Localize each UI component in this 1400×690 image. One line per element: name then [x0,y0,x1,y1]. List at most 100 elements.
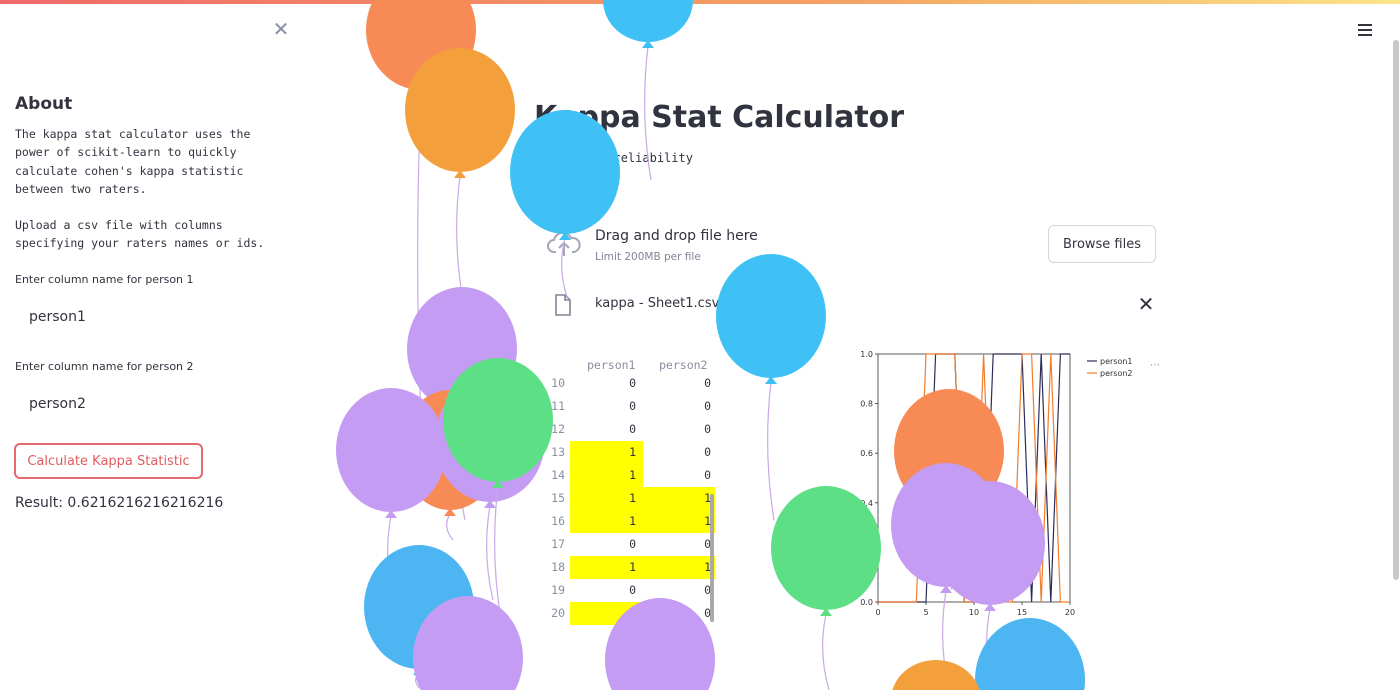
balloon [400,390,500,541]
cell-person2[interactable]: 0 [704,537,711,551]
y-tick-label: 0.0 [860,598,873,607]
table-row[interactable]: 19 0 0 [535,579,715,602]
file-name: kappa - Sheet1.csv [595,296,720,311]
cell-person1[interactable]: 1 [570,487,643,510]
balloon [336,388,446,601]
x-tick-label: 5 [923,608,928,617]
legend-label-person1: person1 [1100,357,1133,366]
file-dropzone[interactable]: Drag and drop file here Limit 200MB per … [535,214,1165,276]
cell-person1[interactable]: 1 [570,602,643,625]
cell-person1[interactable]: 1 [570,556,643,579]
legend-label-person2: person2 [1100,369,1133,378]
about-text: The kappa stat calculator uses the power… [15,125,290,253]
hamburger-menu-icon[interactable] [1358,22,1376,38]
browse-files-button[interactable]: Browse files [1048,225,1156,263]
sidebar-close-icon[interactable]: ✕ [272,17,290,41]
cell-person2[interactable]: 1 [643,487,715,510]
cell-person2[interactable]: 0 [704,583,711,597]
y-tick-label: 0.4 [860,499,873,508]
cell-person1[interactable]: 1 [570,510,643,533]
row-index: 12 [551,422,565,436]
cell-person2[interactable]: 0 [704,445,711,459]
top-decoration-bar [0,0,1400,4]
dropzone-limit: Limit 200MB per file [595,251,701,263]
table-row[interactable]: 18 1 1 [535,556,715,579]
cell-person1[interactable]: 0 [629,399,636,413]
balloon [435,378,545,601]
table-row[interactable]: 11 0 0 [535,395,715,418]
row-index: 19 [551,583,565,597]
table-row[interactable]: 20 1 0 [535,602,715,625]
cell-person2[interactable]: 0 [704,376,711,390]
cell-person2[interactable]: 1 [643,510,715,533]
about-paragraph-2: Upload a csv file with columns specifyin… [15,218,265,251]
row-index: 16 [551,514,565,528]
result-text: Result: 0.6216216216216216 [15,495,224,511]
line-chart: 0 5 10 15 20 0.0 0.2 0.4 0.6 0.8 1.0 person1 person2… [860,350,1160,617]
series-line-person1 [878,353,1070,603]
balloon [975,618,1085,690]
cell-person2[interactable]: 0 [704,468,711,482]
table-row[interactable]: 14 1 0 [535,464,715,487]
row-index: 15 [551,491,565,505]
page-scrollbar[interactable] [1393,40,1399,580]
row-index: 13 [551,445,565,459]
table-row[interactable]: 17 0 0 [535,533,715,556]
x-tick-label: 20 [1065,608,1075,617]
table-row[interactable]: 13 1 0 [535,441,715,464]
column-header-person2[interactable]: person2 [659,358,708,372]
table-row[interactable]: 16 1 1 [535,510,715,533]
cell-person2[interactable]: 0 [704,606,711,620]
y-tick-label: 0.2 [860,548,873,557]
table-row[interactable]: 12 0 0 [535,418,715,441]
cell-person1[interactable]: 0 [629,422,636,436]
table-scrollbar[interactable] [710,494,714,622]
y-tick-label: 0.8 [860,400,873,409]
column-header-person1[interactable]: person1 [587,358,636,372]
y-tick-label: 0.6 [860,449,873,458]
person1-label: Enter column name for person 1 [15,273,194,286]
row-index: 20 [551,606,565,620]
cloud-upload-icon [547,231,581,256]
cell-person2[interactable]: 0 [704,399,711,413]
dataframe-table[interactable]: person1 person2 10 0 0 11 0 0 12 0 0 13 1 0 14 1 0 15 1 1… [535,354,715,626]
row-index: 11 [551,399,565,413]
cell-person1[interactable]: 0 [629,583,636,597]
chart-more-icon: ⋯ [1150,360,1160,371]
page-subtitle: interrater reliability [534,151,693,165]
person2-label: Enter column name for person 2 [15,360,194,373]
balloon [407,287,517,521]
dropzone-title: Drag and drop file here [595,228,758,244]
y-tick-label: 1.0 [860,350,873,359]
cell-person1[interactable]: 1 [570,464,643,487]
person2-input[interactable] [15,385,290,423]
cell-person2[interactable]: 0 [704,422,711,436]
chart-plot-area [877,353,1071,603]
calculate-kappa-button[interactable]: Calculate Kappa Statistic [14,443,203,479]
table-row[interactable]: 10 0 0 [535,372,715,395]
balloon [413,596,523,690]
row-index: 18 [551,560,565,574]
balloon [892,660,980,690]
table-header: person1 person2 [535,354,715,376]
remove-file-close-icon[interactable]: ✕ [1137,292,1155,316]
about-paragraph-1: The kappa stat calculator uses the power… [15,127,251,196]
row-index: 17 [551,537,565,551]
balloon [364,545,474,690]
file-icon [555,294,571,316]
cell-person1[interactable]: 1 [570,441,643,464]
x-tick-label: 0 [875,608,880,617]
about-title: About [15,94,73,114]
series-line-person2 [878,353,1070,603]
row-index: 10 [551,376,565,390]
cell-person2[interactable]: 1 [643,556,715,579]
x-tick-label: 15 [1017,608,1027,617]
cell-person1[interactable]: 0 [629,376,636,390]
row-index: 14 [551,468,565,482]
person1-input[interactable] [15,298,290,336]
balloon [366,0,476,481]
uploaded-file: kappa - Sheet1.csv ✕ [535,286,1165,326]
table-row[interactable]: 15 1 1 [535,487,715,510]
x-tick-label: 10 [969,608,979,617]
cell-person1[interactable]: 0 [629,537,636,551]
